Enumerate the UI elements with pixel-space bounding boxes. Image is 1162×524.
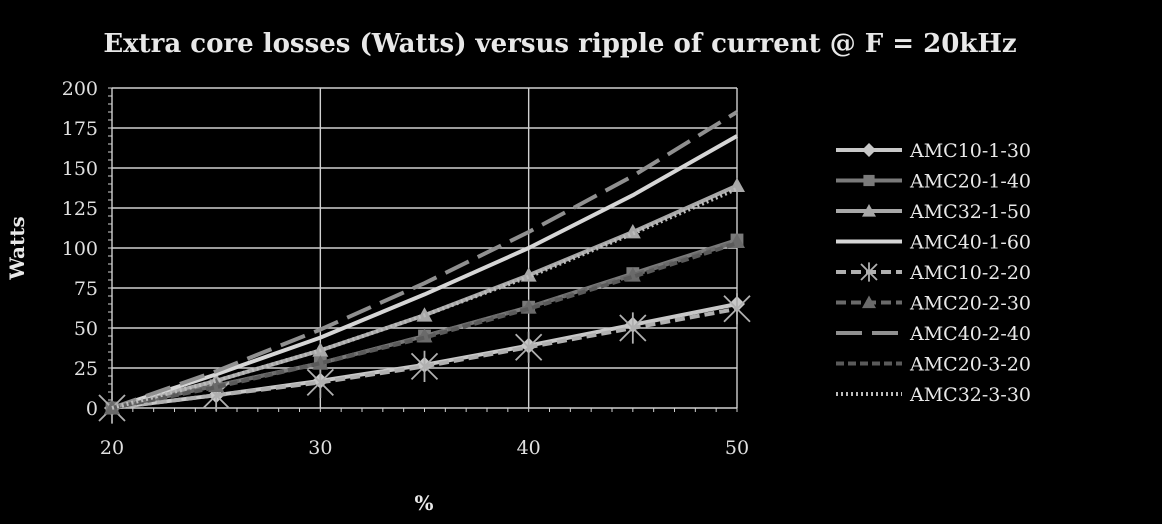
data-point	[306, 366, 334, 398]
data-point	[619, 312, 647, 344]
x-tick-labels: 20 30 40 50	[100, 437, 749, 459]
chart-title: Extra core losses (Watts) versus ripple …	[103, 29, 1016, 59]
legend-label: AMC32-3-30	[909, 384, 1031, 406]
legend-entry: AMC20-2-30	[836, 293, 1031, 315]
y-tick-label: 150	[62, 158, 98, 180]
y-tick-label: 25	[74, 358, 98, 380]
data-point	[410, 350, 439, 382]
legend-label: AMC40-1-60	[909, 232, 1031, 254]
y-tick-labels: 0 25 50 75 100 125 150 175 200	[62, 78, 98, 420]
series-layer	[98, 110, 751, 424]
series-AMC40-2-40	[111, 110, 739, 410]
data-point	[723, 293, 751, 325]
legend-label: AMC10-2-20	[909, 262, 1031, 284]
y-axis-label: Watts	[5, 216, 29, 280]
legend-label: AMC10-1-30	[909, 140, 1031, 162]
data-point	[862, 295, 876, 309]
y-tick-label: 200	[62, 78, 98, 100]
data-point	[515, 331, 543, 363]
legend-entry: AMC32-1-50	[836, 201, 1031, 223]
legend-entry: AMC32-3-30	[836, 384, 1031, 406]
x-tick-label: 20	[100, 437, 124, 459]
data-point	[729, 177, 745, 192]
series-line	[111, 186, 738, 410]
legend-entry: AMC10-2-20	[836, 262, 1031, 284]
x-tick-label: 30	[308, 437, 332, 459]
series-line	[111, 134, 738, 410]
series-AMC40-1-60	[111, 134, 738, 410]
legend-entry: AMC40-2-40	[836, 323, 1031, 345]
x-tick-label: 50	[725, 437, 749, 459]
y-tick-label: 50	[74, 318, 98, 340]
legend-label: AMC32-1-50	[909, 201, 1031, 223]
x-axis-label: %	[414, 491, 433, 515]
series-AMC32-3-30	[111, 186, 738, 410]
y-tick-label: 175	[62, 118, 98, 140]
legend-entry: AMC40-1-60	[836, 232, 1031, 254]
y-tick-label: 0	[86, 398, 98, 420]
legend-entry: AMC20-1-40	[836, 171, 1031, 193]
legend-label: AMC20-1-40	[909, 171, 1031, 193]
series-line	[111, 110, 739, 410]
legend-entry: AMC20-3-20	[836, 354, 1031, 376]
data-point	[863, 174, 875, 187]
x-tick-label: 40	[517, 437, 541, 459]
data-point	[862, 143, 876, 157]
data-point	[862, 204, 876, 217]
legend-label: AMC20-2-30	[909, 293, 1031, 315]
y-tick-label: 100	[62, 238, 98, 260]
data-point	[520, 267, 537, 282]
legend-entry: AMC10-1-30	[836, 140, 1031, 162]
y-tick-label: 125	[62, 198, 98, 220]
legend-label: AMC40-2-40	[909, 323, 1031, 345]
legend: AMC10-1-30 AMC20-1-40 AMC32-1-50 AMC40-1-60…	[836, 140, 1031, 406]
y-tick-label: 75	[74, 278, 98, 300]
legend-label: AMC20-3-20	[909, 354, 1031, 376]
data-point	[860, 262, 878, 282]
